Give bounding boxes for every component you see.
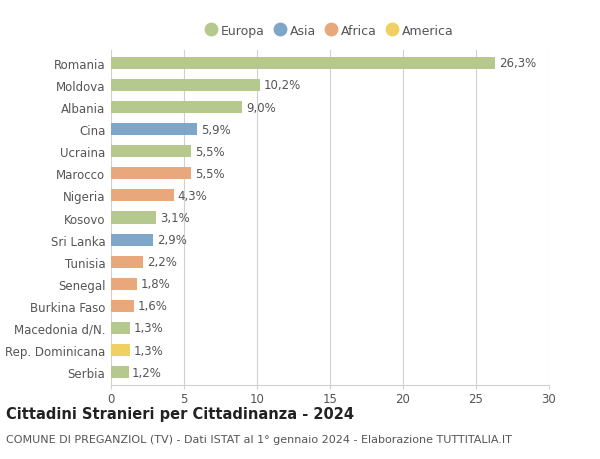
Text: 5,9%: 5,9% (201, 123, 230, 136)
Bar (111, 256, 143, 268)
Bar (111, 102, 242, 114)
Bar (111, 366, 128, 378)
Bar (111, 234, 154, 246)
Text: 1,3%: 1,3% (134, 322, 163, 335)
Bar (111, 146, 191, 158)
Legend: Europa, Asia, Africa, America: Europa, Asia, Africa, America (206, 25, 454, 38)
Bar (111, 168, 191, 180)
Bar (111, 212, 156, 224)
Text: 26,3%: 26,3% (499, 57, 536, 70)
Bar (111, 80, 260, 92)
Bar (111, 58, 495, 70)
Bar (111, 278, 137, 290)
Text: 3,1%: 3,1% (160, 212, 190, 224)
Bar (111, 322, 130, 334)
Text: 1,8%: 1,8% (141, 278, 170, 291)
Text: Cittadini Stranieri per Cittadinanza - 2024: Cittadini Stranieri per Cittadinanza - 2… (6, 406, 354, 421)
Text: 4,3%: 4,3% (178, 190, 207, 202)
Bar (111, 124, 197, 136)
Bar (111, 190, 174, 202)
Text: 5,5%: 5,5% (195, 146, 224, 158)
Text: 2,9%: 2,9% (157, 234, 187, 246)
Text: COMUNE DI PREGANZIOL (TV) - Dati ISTAT al 1° gennaio 2024 - Elaborazione TUTTITA: COMUNE DI PREGANZIOL (TV) - Dati ISTAT a… (6, 434, 512, 444)
Text: 10,2%: 10,2% (263, 79, 301, 92)
Text: 1,2%: 1,2% (132, 366, 162, 379)
Text: 9,0%: 9,0% (246, 101, 276, 114)
Bar (111, 300, 134, 312)
Text: 5,5%: 5,5% (195, 168, 224, 180)
Text: 1,6%: 1,6% (138, 300, 168, 313)
Bar (111, 344, 130, 356)
Text: 1,3%: 1,3% (134, 344, 163, 357)
Text: 2,2%: 2,2% (147, 256, 176, 269)
